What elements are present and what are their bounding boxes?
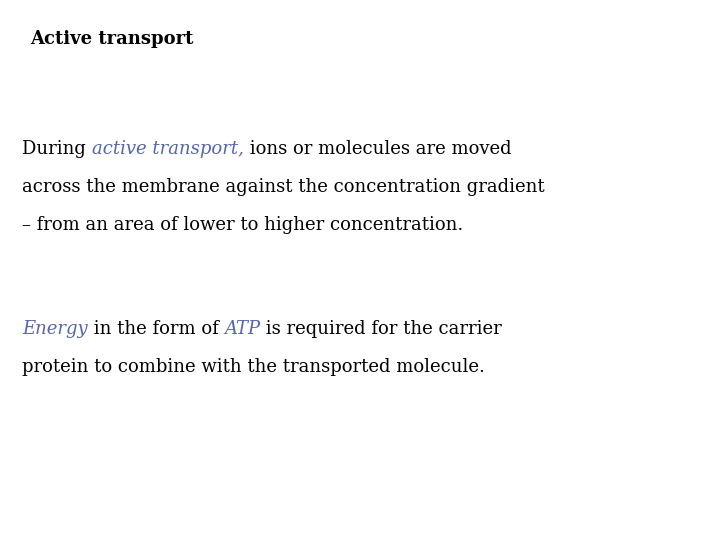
Text: ions or molecules are moved: ions or molecules are moved — [243, 140, 511, 158]
Text: in the form of: in the form of — [88, 320, 224, 338]
Text: active transport,: active transport, — [91, 140, 243, 158]
Text: Active transport: Active transport — [30, 30, 194, 48]
Text: is required for the carrier: is required for the carrier — [260, 320, 502, 338]
Text: Energy: Energy — [22, 320, 88, 338]
Text: During: During — [22, 140, 91, 158]
Text: across the membrane against the concentration gradient: across the membrane against the concentr… — [22, 178, 544, 196]
Text: ATP: ATP — [224, 320, 260, 338]
Text: – from an area of lower to higher concentration.: – from an area of lower to higher concen… — [22, 216, 463, 234]
Text: protein to combine with the transported molecule.: protein to combine with the transported … — [22, 358, 485, 376]
